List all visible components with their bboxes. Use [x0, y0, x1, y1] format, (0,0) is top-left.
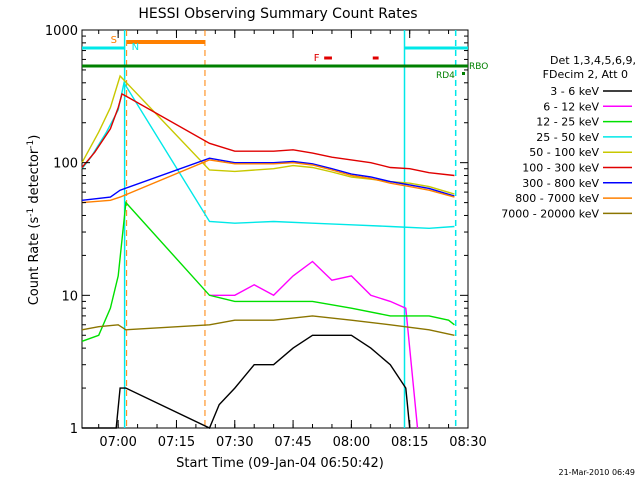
y-axis-label-sup2: -1: [26, 140, 36, 149]
x-tick-label: 07:00: [99, 435, 136, 450]
plot-border: [81, 29, 469, 429]
series-line-7: [81, 157, 455, 201]
y-tick-label: 100: [53, 157, 78, 172]
series-line-8: [81, 159, 455, 204]
legend-label-8: 800 - 7000 keV: [515, 192, 599, 205]
saa-flag-label: S: [111, 35, 117, 46]
legend: Det 1,3,4,5,6,9,FDecim 2, Att 0 3 - 6 keV…: [501, 54, 636, 220]
plot-frame: [81, 29, 469, 429]
y-tick-label: 1: [70, 422, 78, 437]
flare-flag-label: F: [314, 53, 320, 64]
x-tick-label: 08:15: [391, 435, 428, 450]
legend-label-6: 100 - 300 keV: [522, 162, 599, 175]
x-tick-label: 08:30: [449, 435, 486, 450]
legend-header-line-2: FDecim 2, Att 0: [543, 68, 628, 81]
legend-header-line-1: Det 1,3,4,5,6,9,: [550, 54, 636, 67]
x-tick-label: 07:30: [216, 435, 253, 450]
series-line-9: [81, 315, 455, 336]
legend-label-4: 25 - 50 keV: [536, 131, 599, 144]
y-axis-label-mid: detector: [27, 148, 42, 208]
series-line-2: [209, 260, 419, 429]
y-axis-label: Count Rate (s-1 detector-1): [26, 135, 42, 306]
axes-group: 1 10 100 1000 07:00 07:15 07:30 07:45 08:00 08:15…: [45, 24, 487, 450]
x-tick-label: 07:15: [158, 435, 195, 450]
y-axis-label-group: Count Rate (s-1 detector-1): [26, 135, 42, 306]
rbo-flag-label: RBO: [469, 62, 488, 72]
x-tick-label: 08:00: [333, 435, 370, 450]
series-group: [81, 74, 455, 429]
x-axis-label: Start Time (09-Jan-04 06:50:42): [176, 456, 384, 471]
chart-title: HESSI Observing Summary Count Rates: [138, 6, 417, 22]
series-line-5: [81, 74, 455, 195]
night-flag-label: N: [132, 42, 139, 53]
y-tick-label: 1000: [45, 24, 78, 39]
y-axis-label-main: Count Rate (s: [27, 217, 42, 306]
series-line-1: [82, 334, 411, 429]
x-tick-label: 07:45: [274, 435, 311, 450]
observing-flag-bands: S N F RBO RD4: [82, 30, 488, 428]
legend-label-3: 12 - 25 keV: [536, 116, 599, 129]
series-line-4: [81, 80, 455, 230]
footer-timestamp: 21-Mar-2010 06:49: [559, 468, 636, 477]
legend-label-5: 50 - 100 keV: [529, 146, 599, 159]
y-axis-label-end: ): [27, 135, 42, 140]
y-axis-label-sup1: -1: [26, 208, 36, 217]
legend-label-9: 7000 - 20000 keV: [501, 207, 599, 220]
y-tick-label: 10: [61, 289, 78, 304]
legend-label-7: 300 - 800 keV: [522, 177, 599, 190]
rd4-flag-label: RD4: [436, 71, 455, 81]
legend-label-2: 6 - 12 keV: [543, 100, 599, 113]
series-line-6: [81, 92, 455, 177]
legend-label-1: 3 - 6 keV: [550, 85, 599, 98]
series-line-3: [81, 200, 455, 342]
rd4-marker: [462, 72, 465, 75]
